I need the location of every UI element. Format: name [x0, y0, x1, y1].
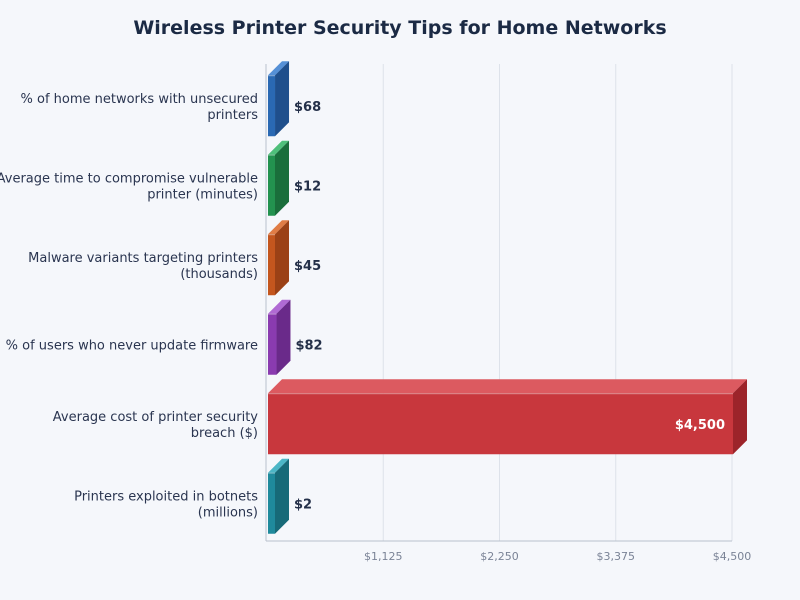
- axes: [265, 64, 732, 542]
- category-label-line: Average cost of printer security: [53, 410, 259, 425]
- bar-side-face: [276, 299, 291, 375]
- category-label-line: % of users who never update firmware: [6, 338, 258, 353]
- bar-top-face: [268, 379, 747, 394]
- bar-front-face: [268, 313, 277, 375]
- bar: [268, 299, 291, 375]
- category-label-line: Average time to compromise vulnerable: [0, 171, 258, 186]
- data-label: $2: [294, 497, 312, 512]
- bar: [268, 61, 290, 137]
- x-tick-label: $3,375: [597, 550, 636, 563]
- bar-front-face: [268, 154, 275, 216]
- data-label: $45: [294, 259, 321, 274]
- category-label: Printers exploited in botnets (millions): [74, 489, 258, 520]
- labels: $1,125 $2,250 $3,375 $4,500 $68 % of home net…: [0, 92, 751, 563]
- category-label: Average time to compromise vulnerable pri…: [0, 171, 258, 202]
- bar-side-face: [275, 458, 289, 534]
- category-label-line: printer (minutes): [147, 187, 258, 202]
- chart-title: Wireless Printer Security Tips for Home …: [133, 17, 666, 39]
- bar-side-face: [275, 61, 290, 137]
- data-label: $82: [295, 338, 322, 353]
- bar-top-face: [268, 220, 289, 235]
- bar-top-face: [268, 61, 290, 76]
- x-tick-label: $2,250: [480, 550, 519, 563]
- category-label-line: (millions): [198, 505, 258, 520]
- category-label-line: Malware variants targeting printers: [28, 251, 258, 266]
- category-label-line: breach ($): [191, 426, 258, 441]
- category-label: % of home networks with unsecured printer…: [21, 92, 259, 123]
- category-label-line: Printers exploited in botnets: [74, 489, 258, 504]
- data-label: $68: [294, 100, 321, 115]
- bar-front-face: [268, 75, 276, 137]
- data-label: $4,500: [675, 418, 725, 433]
- category-label: Average cost of printer security breach (…: [53, 410, 259, 441]
- bar: [268, 379, 747, 455]
- x-tick-label: $1,125: [364, 550, 403, 563]
- bar: [268, 220, 289, 296]
- grid: [382, 64, 733, 541]
- bar-top-face: [268, 299, 291, 314]
- category-label-line: % of home networks with unsecured: [21, 92, 259, 107]
- bar: [268, 458, 289, 534]
- bar-front-face: [268, 234, 275, 296]
- x-tick-label: $4,500: [713, 550, 752, 563]
- bar-top-face: [268, 140, 289, 155]
- bar-front-face: [268, 472, 275, 534]
- category-label: Malware variants targeting printers (thou…: [28, 251, 258, 282]
- bar: [268, 140, 289, 216]
- bar-front-face: [268, 393, 733, 455]
- category-label-line: printers: [207, 108, 258, 123]
- data-label: $12: [294, 179, 321, 194]
- bar-top-face: [268, 458, 289, 473]
- category-label-line: (thousands): [180, 267, 258, 282]
- category-label: % of users who never update firmware: [6, 338, 258, 353]
- bar-side-face: [275, 220, 289, 296]
- bars: [268, 61, 747, 534]
- bar-side-face: [733, 379, 747, 455]
- bar-side-face: [275, 140, 289, 216]
